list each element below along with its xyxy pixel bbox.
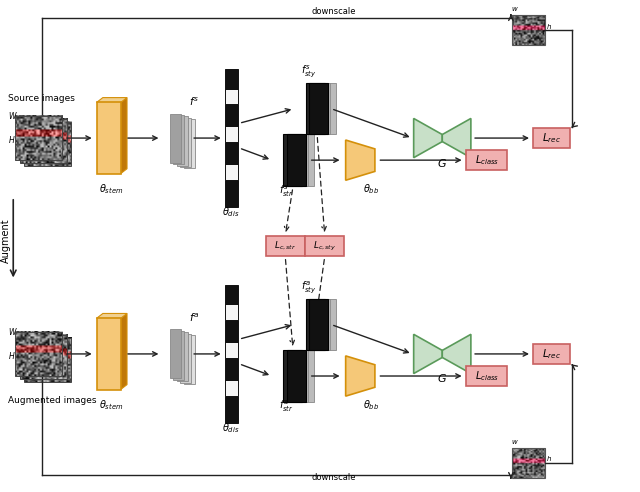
Text: $f_{str}^{a}$: $f_{str}^{a}$: [279, 399, 294, 414]
Bar: [15, 332, 62, 376]
Bar: [305, 236, 344, 256]
Text: $L_{c,str}$: $L_{c,str}$: [274, 240, 296, 252]
Text: $f^s$: $f^s$: [189, 96, 200, 108]
Bar: [225, 380, 237, 396]
Text: $w$: $w$: [511, 438, 519, 446]
Bar: [225, 180, 237, 207]
Bar: [225, 142, 237, 164]
Text: $H$: $H$: [8, 134, 16, 145]
Bar: [309, 299, 328, 350]
Polygon shape: [413, 334, 442, 373]
Bar: [225, 104, 237, 126]
Bar: [466, 366, 508, 386]
Bar: [317, 83, 336, 134]
Bar: [309, 83, 328, 134]
Polygon shape: [413, 119, 442, 158]
Bar: [225, 285, 237, 305]
Text: Source images: Source images: [8, 94, 75, 103]
Text: $L_{class}$: $L_{class}$: [475, 153, 499, 167]
Bar: [289, 350, 308, 402]
Bar: [20, 119, 67, 163]
Bar: [225, 164, 237, 180]
Bar: [225, 89, 237, 104]
Bar: [533, 344, 570, 364]
Bar: [287, 350, 307, 402]
Bar: [287, 134, 307, 186]
Text: downscale: downscale: [312, 473, 356, 482]
Text: downscale: downscale: [312, 7, 356, 16]
Polygon shape: [346, 140, 375, 180]
Bar: [289, 134, 308, 186]
Bar: [284, 134, 303, 186]
Bar: [173, 115, 184, 164]
Polygon shape: [121, 97, 127, 174]
Polygon shape: [97, 313, 127, 318]
Text: $f_{sty}^{s}$: $f_{sty}^{s}$: [301, 63, 317, 79]
Bar: [170, 114, 180, 162]
Polygon shape: [97, 97, 127, 102]
Bar: [24, 338, 71, 382]
Bar: [466, 151, 508, 170]
Text: $h$: $h$: [546, 22, 552, 31]
Text: $w$: $w$: [511, 5, 519, 13]
Text: $W$: $W$: [8, 326, 18, 338]
Bar: [15, 116, 62, 160]
Polygon shape: [442, 334, 471, 373]
Text: $h$: $h$: [546, 455, 552, 463]
Bar: [295, 350, 314, 402]
Bar: [284, 350, 303, 402]
Bar: [306, 83, 324, 134]
Bar: [177, 333, 188, 381]
Polygon shape: [121, 313, 127, 390]
Bar: [225, 126, 237, 142]
Bar: [225, 396, 237, 423]
Text: $f^a$: $f^a$: [189, 311, 200, 324]
Bar: [20, 335, 67, 379]
Text: $f_{sty}^{a}$: $f_{sty}^{a}$: [301, 278, 317, 295]
Bar: [184, 335, 195, 384]
Text: $\theta_{dis}$: $\theta_{dis}$: [223, 206, 240, 219]
Text: Augment: Augment: [1, 219, 12, 263]
Text: $L_{c,sty}$: $L_{c,sty}$: [313, 240, 337, 252]
Bar: [177, 117, 188, 165]
Bar: [225, 320, 237, 342]
Bar: [225, 358, 237, 380]
Bar: [533, 128, 570, 148]
Bar: [180, 118, 191, 167]
Bar: [511, 15, 545, 45]
Text: $\theta_{stem}$: $\theta_{stem}$: [99, 182, 124, 196]
Text: $G$: $G$: [437, 156, 447, 169]
Text: $L_{rec}$: $L_{rec}$: [542, 347, 561, 361]
Bar: [225, 305, 237, 320]
Bar: [266, 236, 305, 256]
Text: $H$: $H$: [8, 350, 16, 361]
Text: $f_{str}^{s}$: $f_{str}^{s}$: [279, 183, 294, 198]
Bar: [225, 342, 237, 358]
Text: $L_{class}$: $L_{class}$: [475, 369, 499, 383]
Bar: [180, 334, 191, 383]
Text: $W$: $W$: [8, 110, 18, 122]
Text: $L_{rec}$: $L_{rec}$: [542, 131, 561, 145]
Bar: [225, 69, 237, 89]
Text: $\theta_{dis}$: $\theta_{dis}$: [223, 422, 240, 435]
Bar: [97, 318, 121, 390]
Bar: [295, 134, 314, 186]
Bar: [97, 102, 121, 174]
Bar: [317, 299, 336, 350]
Text: $\theta_{bb}$: $\theta_{bb}$: [363, 182, 380, 196]
Bar: [311, 83, 330, 134]
Polygon shape: [346, 356, 375, 396]
Bar: [306, 299, 324, 350]
Text: Augmented images: Augmented images: [8, 396, 97, 405]
Bar: [170, 330, 180, 378]
Bar: [311, 299, 330, 350]
Text: $\theta_{bb}$: $\theta_{bb}$: [363, 398, 380, 412]
Polygon shape: [442, 119, 471, 158]
Bar: [184, 120, 195, 168]
Text: $G$: $G$: [437, 372, 447, 384]
Bar: [173, 331, 184, 380]
Bar: [511, 448, 545, 478]
Bar: [24, 122, 71, 166]
Text: $\theta_{stem}$: $\theta_{stem}$: [99, 398, 124, 412]
